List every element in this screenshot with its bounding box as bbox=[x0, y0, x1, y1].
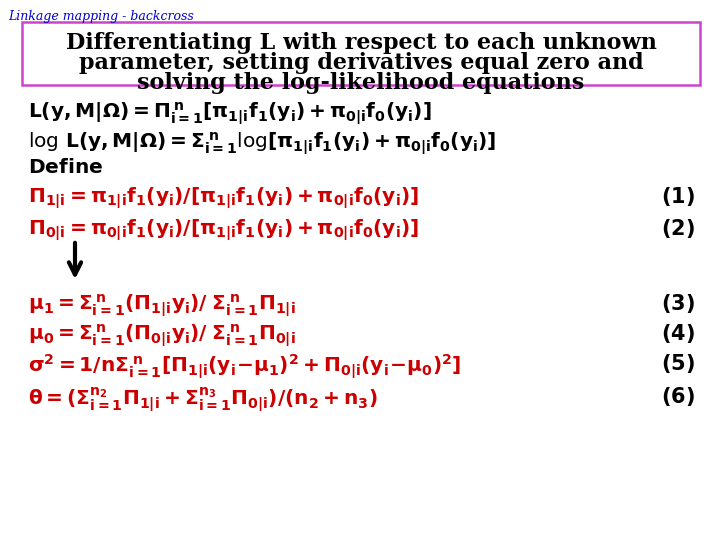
Text: $\mathbf{Define}$: $\mathbf{Define}$ bbox=[28, 158, 103, 177]
Text: $\mathbf{(3)}$: $\mathbf{(3)}$ bbox=[661, 292, 695, 315]
Text: $\mathbf{L(y,M|\Omega) = \Pi_{i=1}^{\;n}[\pi_{1|i}f_1(y_i) + \pi_{0|i}f_0(y_i)]}: $\mathbf{L(y,M|\Omega) = \Pi_{i=1}^{\;n}… bbox=[28, 100, 432, 126]
Text: $\mathbf{\sigma^2 = 1/n\Sigma_{i=1}^{\;n}[\Pi_{1|i}(y_i\!-\!\mu_1)^2+\Pi_{0|i}(y: $\mathbf{\sigma^2 = 1/n\Sigma_{i=1}^{\;n… bbox=[28, 352, 462, 380]
Text: $\mathbf{(4)}$: $\mathbf{(4)}$ bbox=[661, 322, 695, 345]
Text: Differentiating L with respect to each unknown: Differentiating L with respect to each u… bbox=[66, 32, 657, 54]
Text: parameter, setting derivatives equal zero and: parameter, setting derivatives equal zer… bbox=[78, 52, 643, 74]
Text: solving the log-likelihood equations: solving the log-likelihood equations bbox=[138, 72, 585, 94]
Bar bbox=[22, 22, 700, 85]
Text: $\mathbf{\mu_1 = \Sigma_{i=1}^{\;n}(\Pi_{1|i}y_i)/\;\Sigma_{i=1}^{\;n}\Pi_{1|i}}: $\mathbf{\mu_1 = \Sigma_{i=1}^{\;n}(\Pi_… bbox=[28, 292, 296, 318]
Text: $\mathbf{\theta = (\Sigma_{i=1}^{n_2}\Pi_{1|i}+\Sigma_{i=1}^{n_3}\Pi_{0|i})/(n_2: $\mathbf{\theta = (\Sigma_{i=1}^{n_2}\Pi… bbox=[28, 385, 378, 413]
Text: $\mathbf{\Pi_{1|i} = \pi_{1|i}f_1(y_i)/[\pi_{1|i}f_1(y_i) + \pi_{0|i}f_0(y_i)]}$: $\mathbf{\Pi_{1|i} = \pi_{1|i}f_1(y_i)/[… bbox=[28, 185, 419, 210]
Text: $\mathbf{(2)}$: $\mathbf{(2)}$ bbox=[661, 217, 695, 240]
Text: Linkage mapping - backcross: Linkage mapping - backcross bbox=[8, 10, 194, 23]
Text: $\mathbf{(5)}$: $\mathbf{(5)}$ bbox=[661, 352, 695, 375]
Text: $\mathbf{\mu_0 = \Sigma_{i=1}^{\;n}(\Pi_{0|i}y_i)/\;\Sigma_{i=1}^{\;n}\Pi_{0|i}}: $\mathbf{\mu_0 = \Sigma_{i=1}^{\;n}(\Pi_… bbox=[28, 322, 296, 348]
Text: $\mathbf{(1)}$: $\mathbf{(1)}$ bbox=[661, 185, 695, 208]
Text: $\mathbf{\log\, L(y,M|\Omega) = \Sigma_{i=1}^{\;n}\log[\pi_{1|i}f_1(y_i) + \pi_{: $\mathbf{\log\, L(y,M|\Omega) = \Sigma_{… bbox=[28, 130, 497, 156]
Text: $\mathbf{\Pi_{0|i} = \pi_{0|i}f_1(y_i)/[\pi_{1|i}f_1(y_i) + \pi_{0|i}f_0(y_i)]}$: $\mathbf{\Pi_{0|i} = \pi_{0|i}f_1(y_i)/[… bbox=[28, 217, 419, 242]
Text: $\mathbf{(6)}$: $\mathbf{(6)}$ bbox=[661, 385, 695, 408]
